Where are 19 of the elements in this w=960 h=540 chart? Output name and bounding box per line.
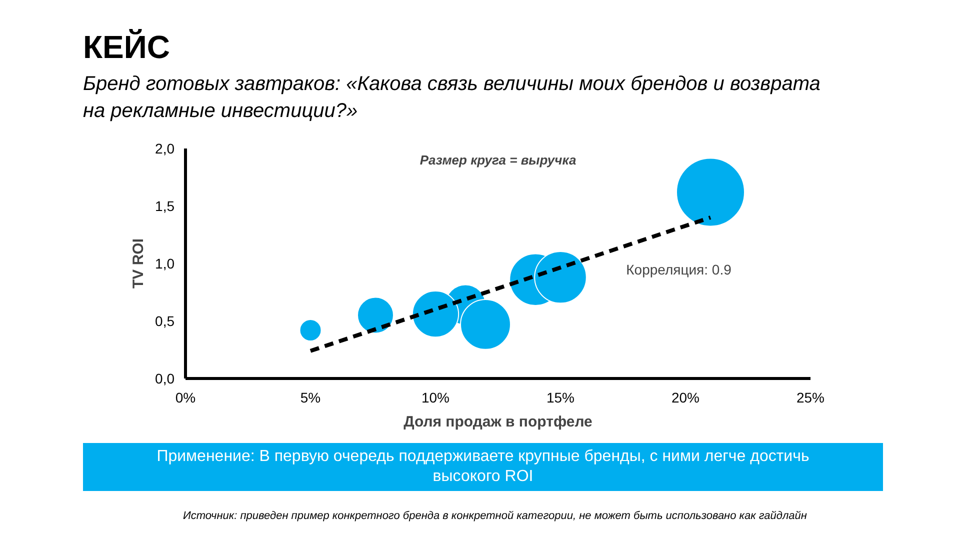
x-tick-label: 5% — [300, 390, 321, 406]
y-axis-title: TV ROI — [130, 238, 148, 288]
y-tick-label: 2,0 — [155, 140, 175, 156]
x-tick-label: 20% — [671, 390, 700, 406]
chart-subtitle: Бренд готовых завтраков: «Какова связь величины моих брендов и возврата на рекламные инвестиции?» — [83, 72, 822, 124]
x-tick-label: 25% — [796, 390, 825, 406]
x-tick-label: 15% — [546, 390, 575, 406]
y-tick-label: 1,0 — [155, 256, 175, 272]
annotation: Размер круга = выручка — [420, 152, 576, 168]
text: Источник: приведен пример конкретного бренда в конкретной категории, не может быть использовано как гайдлайн — [182, 509, 808, 524]
y-tick-label: 1,5 — [155, 198, 175, 214]
x-tick-label: 10% — [421, 390, 450, 406]
chart-title: КЕЙС — [83, 28, 171, 67]
text: Применение: В первую очередь поддерживаете крупные бренды, с ними легче достичь высокого ROI — [83, 443, 883, 491]
annotation: Корреляция: 0.9 — [626, 261, 732, 278]
x-tick-label: 0% — [175, 390, 196, 406]
x-axis-title: Доля продаж в портфеле — [404, 414, 592, 430]
y-tick-label: 0,0 — [155, 370, 175, 386]
y-tick-label: 0,5 — [155, 313, 175, 329]
